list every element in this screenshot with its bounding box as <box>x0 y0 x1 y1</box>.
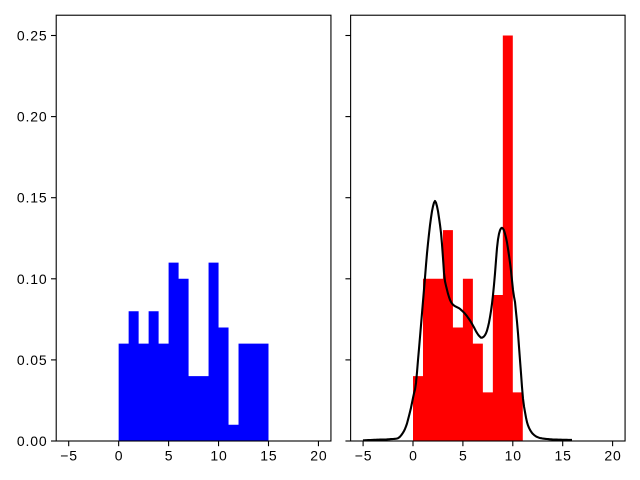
svg-text:0: 0 <box>409 447 418 463</box>
svg-text:5: 5 <box>165 447 174 463</box>
svg-text:20: 20 <box>310 447 327 463</box>
svg-text:0.15: 0.15 <box>17 190 48 206</box>
svg-text:10: 10 <box>505 447 522 463</box>
svg-text:10: 10 <box>210 447 227 463</box>
svg-text:0.05: 0.05 <box>17 352 48 368</box>
svg-text:−5: −5 <box>355 447 373 463</box>
svg-text:15: 15 <box>554 447 571 463</box>
svg-text:0.10: 0.10 <box>17 271 48 287</box>
svg-text:5: 5 <box>459 447 468 463</box>
svg-text:0.20: 0.20 <box>17 109 48 125</box>
svg-text:0.00: 0.00 <box>17 433 48 449</box>
svg-text:0.25: 0.25 <box>17 28 48 44</box>
svg-text:20: 20 <box>604 447 621 463</box>
svg-text:15: 15 <box>260 447 277 463</box>
svg-text:0: 0 <box>115 447 124 463</box>
svg-text:−5: −5 <box>60 447 78 463</box>
